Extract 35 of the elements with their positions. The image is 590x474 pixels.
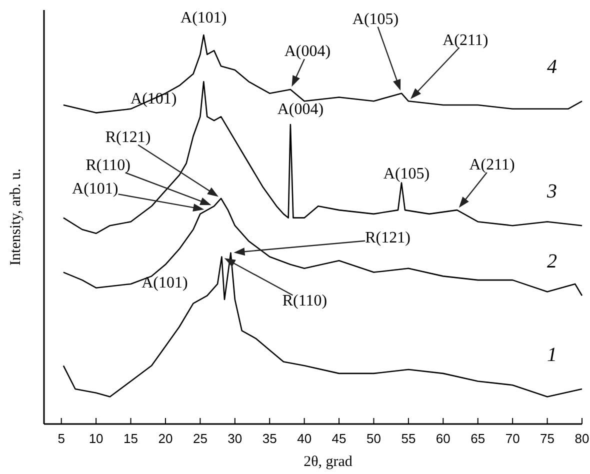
x-tick-label: 30: [228, 431, 242, 446]
x-tick-label: 55: [401, 431, 416, 446]
x-tick-label: 15: [124, 431, 138, 446]
series-label: 2: [547, 250, 557, 273]
annotation: A(004): [284, 43, 331, 60]
annotation: R(110): [86, 156, 130, 174]
annotation: R(121): [365, 230, 410, 247]
annotation: A(101): [142, 274, 188, 292]
series-label: 1: [547, 344, 557, 366]
annotation: A(211): [469, 156, 515, 174]
annotation: A(101): [180, 10, 227, 27]
x-tick-label: 25: [192, 431, 208, 446]
series-label: 3: [546, 180, 557, 203]
x-tick-label: 45: [332, 431, 346, 446]
x-tick-label: 20: [158, 431, 173, 446]
y-axis-title: Intensity, arb. u.: [8, 168, 24, 266]
annotation: A(211): [442, 32, 488, 49]
x-tick-label: 50: [366, 431, 381, 446]
x-tick-label: 75: [540, 431, 555, 446]
text: A(105): [352, 11, 399, 28]
x-tick-label: 65: [470, 431, 486, 446]
annotation: A(004): [277, 101, 324, 118]
x-tick-label: 10: [88, 431, 104, 446]
annotation: A(105): [383, 165, 430, 182]
x-tick-label: 40: [297, 431, 312, 446]
x-tick-label: 80: [574, 431, 590, 446]
x-tick-label: 5: [58, 431, 65, 446]
annotation: A(101): [72, 180, 118, 198]
series-label: 4: [547, 56, 557, 78]
annotation: R(121): [105, 129, 151, 146]
x-tick-label: 35: [262, 431, 277, 446]
x-tick-label: 70: [505, 431, 520, 446]
x-axis-title: 2θ, grad: [304, 454, 353, 470]
x-tick-label: 60: [436, 431, 450, 446]
annotation: R(110): [282, 292, 328, 310]
